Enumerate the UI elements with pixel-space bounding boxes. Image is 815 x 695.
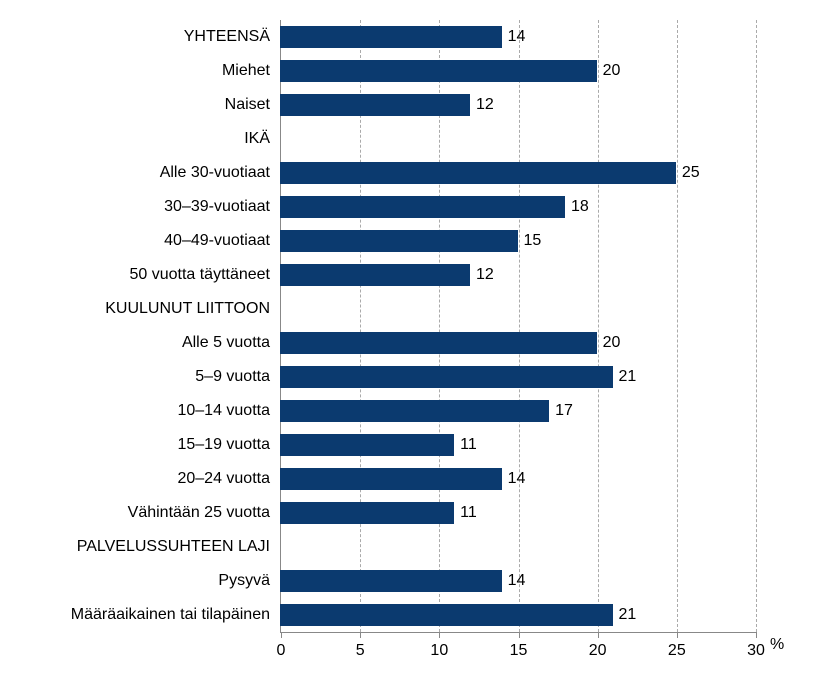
x-tick	[281, 632, 282, 638]
row: Alle 5 vuotta	[0, 327, 280, 359]
row: Vähintään 25 vuotta	[0, 497, 280, 529]
x-tick	[756, 632, 757, 638]
x-tick-label: 0	[277, 642, 286, 660]
row: Miehet	[0, 55, 280, 87]
row-label: 5–9 vuotta	[195, 368, 270, 386]
row: Määräaikainen tai tilapäinen	[0, 599, 280, 631]
row-label: 40–49-vuotiaat	[164, 232, 270, 250]
row-label: KUULUNUT LIITTOON	[105, 300, 270, 318]
x-tick-label: 5	[356, 642, 365, 660]
bar	[280, 604, 613, 626]
bar-value-label: 21	[619, 606, 637, 624]
bar	[280, 332, 597, 354]
row: 5–9 vuotta	[0, 361, 280, 393]
bar	[280, 434, 454, 456]
row-label: Naiset	[225, 96, 270, 114]
bar	[280, 400, 549, 422]
gridline	[519, 20, 520, 632]
row: Naiset	[0, 89, 280, 121]
row: YHTEENSÄ	[0, 21, 280, 53]
row-label: 50 vuotta täyttäneet	[129, 266, 270, 284]
row: 50 vuotta täyttäneet	[0, 259, 280, 291]
bar-value-label: 14	[508, 470, 526, 488]
bar-value-label: 18	[571, 198, 589, 216]
bar	[280, 502, 454, 524]
x-tick	[677, 632, 678, 638]
bar-value-label: 20	[603, 334, 621, 352]
row-label: PALVELUSSUHTEEN LAJI	[77, 538, 270, 556]
bar-value-label: 25	[682, 164, 700, 182]
row-label: IKÄ	[244, 130, 270, 148]
bar-value-label: 21	[619, 368, 637, 386]
row-label: 30–39-vuotiaat	[164, 198, 270, 216]
row-label: 15–19 vuotta	[177, 436, 270, 454]
bar	[280, 94, 470, 116]
bar-value-label: 20	[603, 62, 621, 80]
row-label: Alle 5 vuotta	[182, 334, 270, 352]
bar	[280, 366, 613, 388]
row: Pysyvä	[0, 565, 280, 597]
row-label: 20–24 vuotta	[177, 470, 270, 488]
row: 10–14 vuotta	[0, 395, 280, 427]
bar	[280, 196, 565, 218]
row-label: Vähintään 25 vuotta	[128, 504, 270, 522]
gridline	[677, 20, 678, 632]
bar	[280, 230, 518, 252]
bar-value-label: 11	[460, 504, 477, 522]
row: 20–24 vuotta	[0, 463, 280, 495]
row: 15–19 vuotta	[0, 429, 280, 461]
x-tick-label: 25	[668, 642, 686, 660]
bar-value-label: 11	[460, 436, 477, 454]
row-label: Määräaikainen tai tilapäinen	[71, 606, 270, 624]
x-tick	[519, 632, 520, 638]
bar	[280, 26, 502, 48]
bar	[280, 468, 502, 490]
bar	[280, 60, 597, 82]
x-tick-label: 10	[430, 642, 448, 660]
row: IKÄ	[0, 123, 280, 155]
gridline	[756, 20, 757, 632]
row: 30–39-vuotiaat	[0, 191, 280, 223]
chart-container: 0 5 10 15 20 25 30 % YHTEENSÄ 14 Miehet 20 Naiset 1…	[0, 0, 815, 695]
row-label: Alle 30-vuotiaat	[160, 164, 270, 182]
row-label: YHTEENSÄ	[184, 28, 270, 46]
gridline	[598, 20, 599, 632]
bar	[280, 162, 676, 184]
row: Alle 30-vuotiaat	[0, 157, 280, 189]
row-label: Miehet	[222, 62, 270, 80]
row-label: 10–14 vuotta	[177, 402, 270, 420]
row: KUULUNUT LIITTOON	[0, 293, 280, 325]
row-label: Pysyvä	[218, 572, 270, 590]
x-tick	[360, 632, 361, 638]
bar-value-label: 12	[476, 266, 494, 284]
x-tick-label: 30	[747, 642, 765, 660]
bar-value-label: 17	[555, 402, 573, 420]
row: 40–49-vuotiaat	[0, 225, 280, 257]
x-tick	[439, 632, 440, 638]
x-tick	[598, 632, 599, 638]
bar-value-label: 14	[508, 28, 526, 46]
bar-value-label: 12	[476, 96, 494, 114]
bar	[280, 570, 502, 592]
x-tick-label: 20	[589, 642, 607, 660]
bar	[280, 264, 470, 286]
bar-value-label: 15	[524, 232, 542, 250]
row: PALVELUSSUHTEEN LAJI	[0, 531, 280, 563]
x-axis-unit-label: %	[770, 636, 784, 654]
bar-value-label: 14	[508, 572, 526, 590]
x-tick-label: 15	[510, 642, 528, 660]
